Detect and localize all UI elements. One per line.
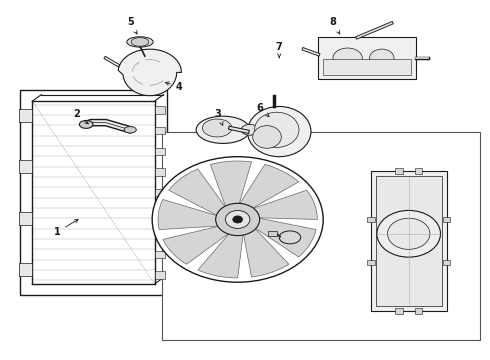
- Bar: [162, 132, 480, 339]
- Bar: [318, 37, 416, 79]
- Ellipse shape: [247, 107, 311, 157]
- Bar: [442, 217, 450, 222]
- Text: 5: 5: [127, 17, 137, 34]
- Ellipse shape: [388, 218, 430, 249]
- Bar: [155, 168, 165, 176]
- Polygon shape: [238, 165, 299, 210]
- Ellipse shape: [196, 116, 250, 143]
- Ellipse shape: [369, 49, 394, 67]
- Ellipse shape: [79, 121, 93, 129]
- Text: 2: 2: [73, 109, 88, 124]
- Ellipse shape: [131, 38, 149, 46]
- Ellipse shape: [377, 211, 441, 257]
- Ellipse shape: [241, 125, 259, 135]
- Text: 4: 4: [166, 82, 182, 92]
- Bar: [415, 308, 422, 314]
- Bar: [19, 212, 32, 225]
- Bar: [367, 217, 375, 222]
- Polygon shape: [169, 169, 227, 217]
- Text: 3: 3: [215, 109, 223, 125]
- Ellipse shape: [124, 127, 136, 133]
- Bar: [376, 176, 441, 306]
- Bar: [155, 251, 165, 258]
- Text: 1: 1: [53, 220, 78, 237]
- Bar: [371, 171, 446, 311]
- Polygon shape: [163, 225, 232, 264]
- Ellipse shape: [202, 119, 232, 137]
- Polygon shape: [248, 190, 318, 220]
- Bar: [155, 127, 165, 134]
- Ellipse shape: [216, 203, 260, 235]
- Text: 7: 7: [276, 42, 283, 58]
- Bar: [395, 168, 403, 174]
- Polygon shape: [243, 226, 289, 277]
- Polygon shape: [252, 217, 316, 257]
- Ellipse shape: [253, 126, 281, 148]
- Bar: [155, 189, 165, 196]
- Ellipse shape: [279, 231, 301, 244]
- Bar: [415, 168, 422, 174]
- Bar: [20, 90, 167, 295]
- Bar: [323, 59, 411, 75]
- Ellipse shape: [254, 112, 299, 147]
- Bar: [367, 260, 375, 265]
- Bar: [155, 210, 165, 217]
- Ellipse shape: [152, 157, 323, 282]
- Bar: [155, 107, 165, 114]
- Bar: [155, 148, 165, 155]
- Ellipse shape: [333, 48, 362, 68]
- Bar: [19, 109, 32, 122]
- Ellipse shape: [225, 211, 250, 228]
- Ellipse shape: [127, 37, 153, 47]
- Polygon shape: [118, 49, 181, 96]
- Polygon shape: [198, 231, 244, 278]
- Text: 8: 8: [329, 17, 340, 34]
- Bar: [19, 161, 32, 173]
- Bar: [269, 231, 277, 235]
- Bar: [155, 271, 165, 279]
- Ellipse shape: [233, 216, 243, 223]
- Bar: [442, 260, 450, 265]
- Bar: [19, 263, 32, 276]
- Bar: [155, 230, 165, 237]
- Text: 6: 6: [256, 103, 269, 117]
- Bar: [395, 308, 403, 314]
- Polygon shape: [210, 161, 251, 210]
- Polygon shape: [158, 199, 223, 230]
